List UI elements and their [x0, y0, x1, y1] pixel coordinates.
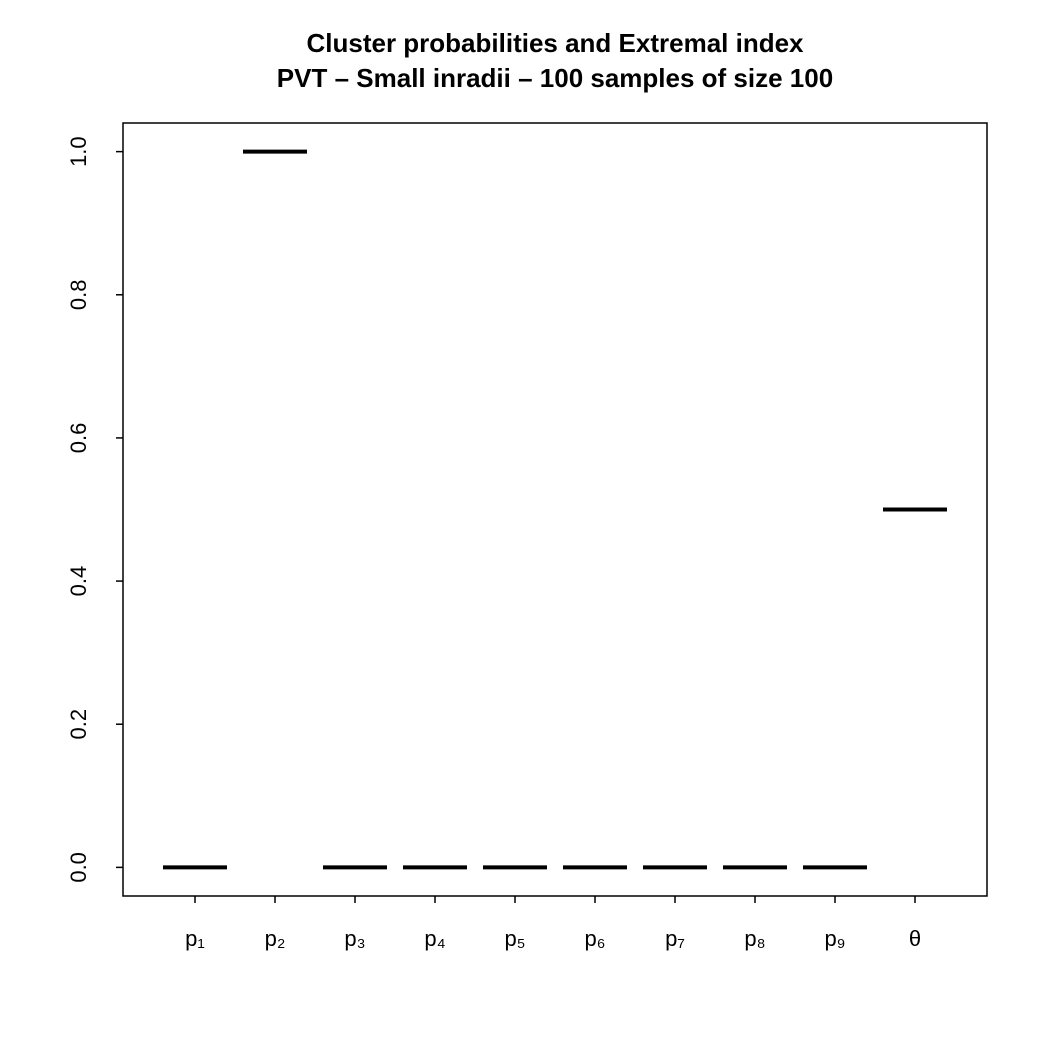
x-tick-label: p₈ [744, 926, 765, 951]
x-tick-label: p₄ [424, 926, 445, 951]
y-tick-label: 1.0 [66, 136, 91, 167]
plot-frame [122, 122, 988, 897]
x-tick-label: p₃ [344, 926, 365, 951]
y-tick-label: 0.0 [66, 852, 91, 883]
y-tick-label: 0.4 [66, 566, 91, 597]
y-tick-label: 0.2 [66, 709, 91, 740]
chart-subtitle: PVT – Small inradii – 100 samples of siz… [277, 63, 833, 93]
x-tick-label: p₁ [185, 926, 205, 951]
x-tick-label: p₆ [584, 926, 605, 951]
x-tick-label: θ [909, 926, 921, 951]
x-tick-label: p₅ [504, 926, 525, 951]
chart-title: Cluster probabilities and Extremal index [306, 28, 804, 58]
y-tick-label: 0.6 [66, 423, 91, 454]
x-tick-label: p₂ [265, 926, 286, 951]
x-tick-label: p₉ [825, 926, 846, 951]
y-tick-label: 0.8 [66, 279, 91, 310]
x-tick-label: p₇ [665, 926, 685, 951]
